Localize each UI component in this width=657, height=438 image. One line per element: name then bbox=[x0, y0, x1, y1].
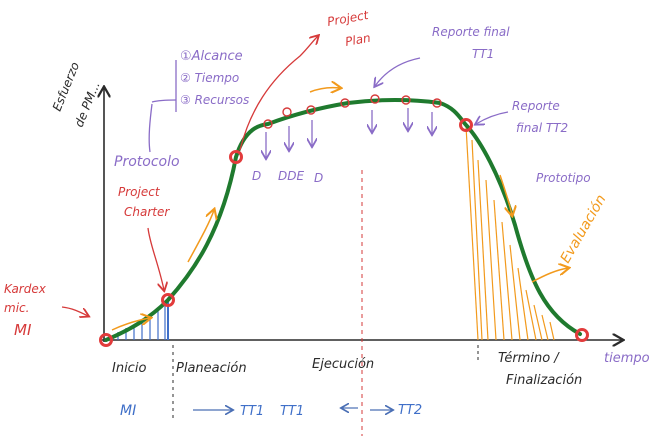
milestone-inicio bbox=[99, 333, 113, 347]
reporte-tt1-1: Reporte final bbox=[432, 25, 510, 39]
termino-hatching bbox=[465, 125, 555, 341]
phase-termino-2: Finalización bbox=[506, 373, 582, 388]
flow-arrow-3: → bbox=[372, 396, 380, 407]
phase-planeacion: Planeación bbox=[176, 361, 247, 376]
kardex-label-2: mic. bbox=[4, 301, 29, 315]
milestone-plan bbox=[229, 150, 243, 164]
reporte-tt2-2: final TT2 bbox=[516, 121, 568, 135]
flow-tt1-a: TT1 bbox=[240, 404, 264, 419]
milestone-fin bbox=[575, 328, 589, 342]
project-charter-2: Charter bbox=[124, 205, 170, 219]
flow-arrow-2: ← bbox=[340, 396, 348, 407]
y-axis-label-1: Esfuerzo bbox=[50, 60, 82, 113]
alcance-label: ①Alcance bbox=[180, 49, 243, 64]
recursos-label: ③ Recursos bbox=[180, 93, 249, 107]
reporte-tt1-2: TT1 bbox=[472, 47, 494, 61]
deliverable-markers bbox=[263, 94, 442, 129]
kardex-label-3: MI bbox=[14, 321, 32, 339]
phase-ejecucion: Ejecución bbox=[312, 357, 374, 372]
milestones bbox=[99, 118, 589, 347]
phase-inicio: Inicio bbox=[112, 361, 146, 376]
kardex-label-1: Kardex bbox=[4, 282, 47, 296]
flow-mi: MI bbox=[120, 403, 136, 419]
execution-arrows bbox=[266, 108, 432, 158]
milestone-tt2 bbox=[459, 118, 473, 132]
y-axis-label-2: de PM... bbox=[72, 80, 103, 130]
tiempo-label: ② Tiempo bbox=[180, 71, 239, 85]
prototipo-label: Prototipo bbox=[536, 171, 591, 185]
project-plan-1: Project bbox=[326, 8, 371, 29]
deliverable-d1: D bbox=[252, 169, 261, 183]
evaluacion-label: Evaluación bbox=[558, 192, 610, 266]
flow-tt2: TT2 bbox=[398, 403, 422, 418]
red-arrows bbox=[61, 36, 318, 316]
phase-termino-1: Término / bbox=[498, 351, 560, 366]
milestone-charter bbox=[161, 293, 175, 307]
orange-arrows bbox=[111, 88, 568, 331]
purple-connectors bbox=[148, 57, 509, 153]
project-plan-2: Plan bbox=[344, 31, 372, 49]
deliverable-dde: DDE bbox=[278, 169, 304, 183]
flow-arrow-1: → bbox=[196, 396, 204, 407]
deliverable-d3: D bbox=[314, 171, 323, 185]
flow-tt1-b: TT1 bbox=[280, 404, 304, 419]
x-axis-label: tiempo bbox=[604, 351, 650, 366]
bottom-flow-lines bbox=[193, 408, 392, 410]
protocolo-label: Protocolo bbox=[114, 154, 180, 170]
reporte-tt2-1: Reporte bbox=[512, 99, 560, 113]
project-charter-1: Project bbox=[118, 185, 161, 199]
